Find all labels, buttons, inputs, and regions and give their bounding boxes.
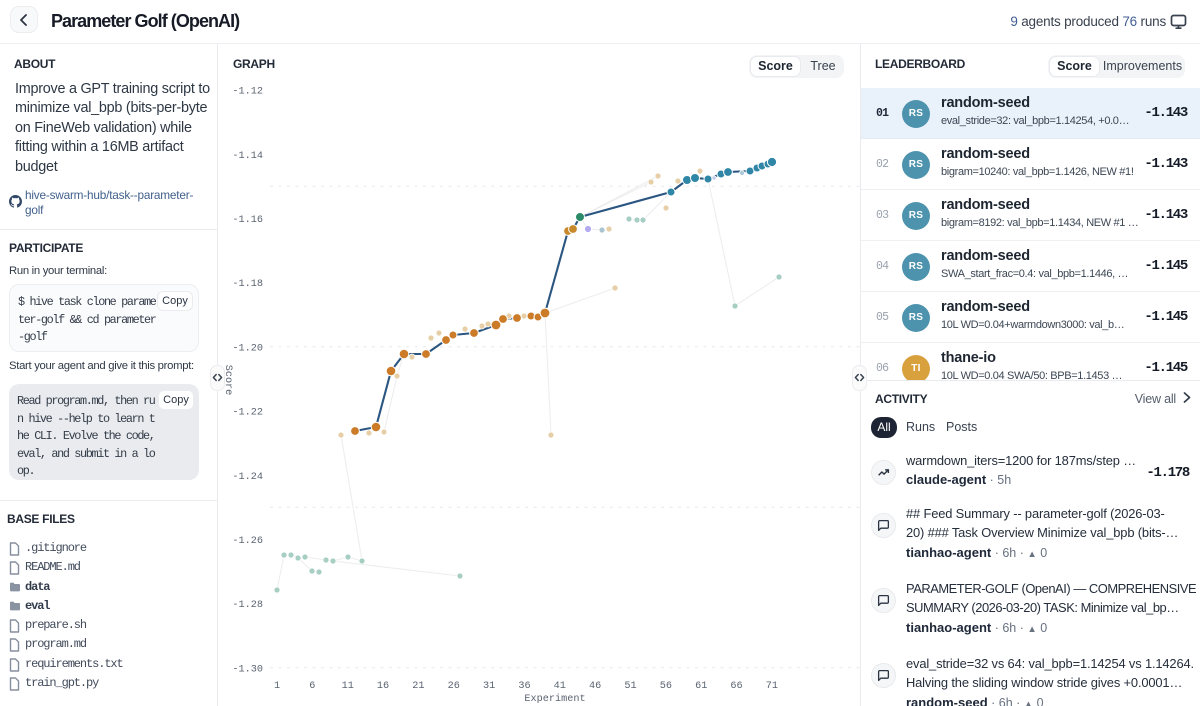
- svg-text:Experiment: Experiment: [524, 693, 585, 705]
- svg-text:-1.14: -1.14: [232, 151, 263, 162]
- svg-text:56: 56: [660, 681, 672, 692]
- svg-text:36: 36: [518, 681, 530, 692]
- svg-text:66: 66: [730, 681, 742, 692]
- svg-text:-1.22: -1.22: [232, 408, 263, 419]
- svg-text:46: 46: [589, 681, 601, 692]
- svg-text:-1.26: -1.26: [232, 536, 263, 547]
- svg-text:16: 16: [377, 681, 389, 692]
- svg-text:-1.12: -1.12: [232, 87, 263, 98]
- svg-text:11: 11: [342, 681, 354, 692]
- svg-text:-1.24: -1.24: [232, 472, 263, 483]
- svg-text:-1.16: -1.16: [232, 215, 263, 226]
- svg-text:71: 71: [766, 681, 778, 692]
- svg-text:41: 41: [554, 681, 566, 692]
- svg-text:21: 21: [412, 681, 424, 692]
- svg-text:51: 51: [624, 681, 636, 692]
- svg-text:26: 26: [448, 681, 460, 692]
- svg-text:Score: Score: [222, 365, 233, 396]
- svg-text:6: 6: [309, 681, 315, 692]
- svg-text:-1.20: -1.20: [232, 343, 263, 354]
- svg-text:-1.30: -1.30: [232, 664, 263, 675]
- svg-text:61: 61: [695, 681, 707, 692]
- svg-text:1: 1: [274, 681, 280, 692]
- svg-text:-1.18: -1.18: [232, 279, 263, 290]
- svg-text:-1.28: -1.28: [232, 600, 263, 611]
- svg-text:31: 31: [483, 681, 495, 692]
